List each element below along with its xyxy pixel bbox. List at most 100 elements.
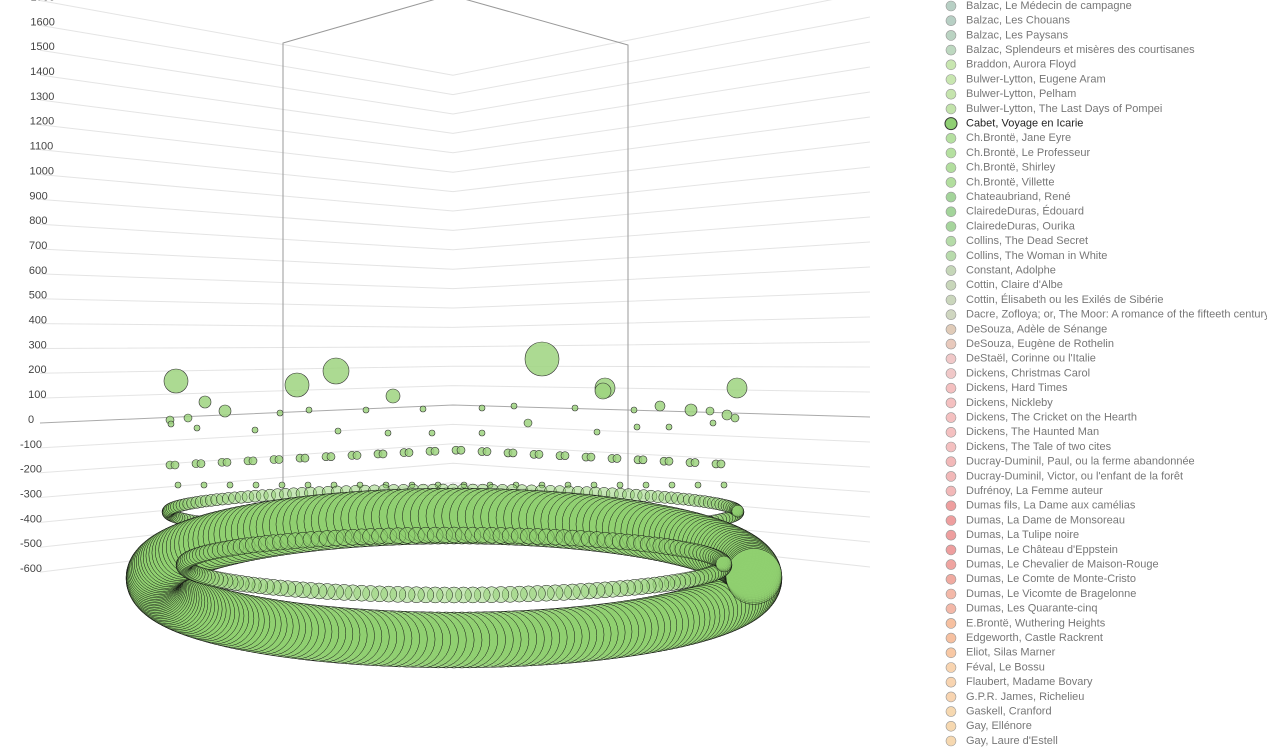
legend-entry[interactable]: Ch.Brontë, Villette bbox=[966, 176, 1054, 188]
legend-entry[interactable]: ClairedeDuras, Édouard bbox=[966, 205, 1084, 218]
legend-marker[interactable] bbox=[945, 353, 957, 365]
legend-marker[interactable] bbox=[945, 441, 957, 453]
legend-entry[interactable]: Gay, Laure d'Estell bbox=[966, 735, 1058, 747]
legend-entry[interactable]: Dickens, The Cricket on the Hearth bbox=[966, 412, 1137, 424]
legend-marker[interactable] bbox=[945, 30, 957, 41]
legend-entry[interactable]: Eliot, Silas Marner bbox=[966, 647, 1056, 659]
legend-marker[interactable] bbox=[945, 279, 957, 291]
legend-marker[interactable] bbox=[945, 515, 957, 526]
legend-entry[interactable]: Collins, The Dead Secret bbox=[966, 235, 1088, 247]
legend-entry[interactable]: Dumas, Le Château d'Eppstein bbox=[966, 544, 1118, 556]
legend-marker[interactable] bbox=[945, 456, 957, 468]
legend-entry[interactable]: Dumas, Le Comte de Monte-Cristo bbox=[966, 573, 1136, 585]
legend-entry[interactable]: E.Brontë, Wuthering Heights bbox=[966, 617, 1106, 629]
legend-marker[interactable] bbox=[945, 309, 957, 321]
legend-marker[interactable] bbox=[945, 15, 957, 27]
legend-entry[interactable]: Balzac, Splendeurs et misères des courti… bbox=[966, 44, 1195, 56]
legend-entry[interactable]: Cabet, Voyage en Icarie bbox=[966, 118, 1083, 130]
legend-marker[interactable] bbox=[945, 691, 957, 703]
legend-marker[interactable] bbox=[945, 544, 957, 556]
legend-marker[interactable] bbox=[945, 294, 957, 306]
legend-entry[interactable]: Féval, Le Bossu bbox=[966, 661, 1045, 673]
legend-entry[interactable]: Balzac, Les Chouans bbox=[966, 15, 1070, 27]
legend-marker[interactable] bbox=[945, 368, 957, 379]
legend-entry[interactable]: Bulwer-Lytton, Eugene Aram bbox=[966, 73, 1106, 85]
legend-entry[interactable]: Balzac, Le Médecin de campagne bbox=[966, 0, 1132, 12]
legend-entry[interactable]: Dickens, The Haunted Man bbox=[966, 426, 1099, 438]
legend-marker[interactable] bbox=[945, 720, 957, 732]
legend-marker[interactable] bbox=[945, 471, 957, 482]
legend-marker[interactable] bbox=[945, 74, 957, 85]
legend-marker[interactable] bbox=[945, 147, 957, 159]
legend-entry[interactable]: DeSouza, Eugène de Rothelin bbox=[966, 338, 1114, 350]
legend-entry[interactable]: Dumas, La Dame de Monsoreau bbox=[966, 514, 1125, 526]
legend-entry[interactable]: Ch.Brontë, Le Professeur bbox=[966, 147, 1090, 159]
legend-entry[interactable]: Dumas, La Tulipe noire bbox=[966, 529, 1079, 541]
legend-marker[interactable] bbox=[944, 117, 958, 131]
legend-marker[interactable] bbox=[945, 485, 957, 497]
legend-marker[interactable] bbox=[945, 382, 957, 394]
legend-marker[interactable] bbox=[945, 397, 957, 409]
legend-entry[interactable]: Chateaubriand, René bbox=[966, 191, 1071, 203]
legend-marker[interactable] bbox=[945, 676, 957, 688]
legend-marker[interactable] bbox=[945, 559, 957, 570]
legend-entry[interactable]: Cottin, Claire d'Albe bbox=[966, 279, 1063, 291]
legend-marker[interactable] bbox=[945, 618, 957, 629]
legend-entry[interactable]: Dumas fils, La Dame aux camélias bbox=[966, 500, 1136, 512]
legend-marker[interactable] bbox=[945, 662, 957, 673]
legend-entry[interactable]: Dufrénoy, La Femme auteur bbox=[966, 485, 1103, 497]
legend-marker[interactable] bbox=[945, 632, 957, 644]
legend-entry[interactable]: Collins, The Woman in White bbox=[966, 250, 1107, 262]
legend-entry[interactable]: Dumas, Le Vicomte de Bragelonne bbox=[966, 588, 1136, 600]
legend-marker[interactable] bbox=[945, 250, 957, 262]
legend-marker[interactable] bbox=[945, 529, 957, 541]
legend-marker[interactable] bbox=[945, 206, 957, 218]
legend-entry[interactable]: Balzac, Les Paysans bbox=[966, 29, 1069, 41]
legend-marker[interactable] bbox=[945, 103, 957, 115]
legend-marker[interactable] bbox=[945, 735, 957, 747]
legend-marker[interactable] bbox=[945, 500, 957, 512]
legend-marker[interactable] bbox=[945, 573, 957, 585]
legend-entry[interactable]: Gaskell, Cranford bbox=[966, 706, 1052, 718]
legend-marker[interactable] bbox=[945, 235, 957, 247]
legend-marker[interactable] bbox=[945, 412, 957, 423]
legend-entry[interactable]: Bulwer-Lytton, Pelham bbox=[966, 88, 1076, 100]
legend-marker[interactable] bbox=[945, 647, 957, 659]
legend-entry[interactable]: Ducray-Duminil, Paul, ou la ferme abando… bbox=[966, 456, 1195, 468]
legend-entry[interactable]: ClairedeDuras, Ourika bbox=[966, 220, 1076, 232]
legend-marker[interactable] bbox=[945, 44, 957, 56]
legend-entry[interactable]: Dacre, Zofloya; or, The Moor: A romance … bbox=[966, 309, 1267, 321]
legend-marker[interactable] bbox=[945, 338, 957, 350]
legend-entry[interactable]: DeSouza, Adèle de Sénange bbox=[966, 323, 1107, 335]
legend-entry[interactable]: Dickens, Nickleby bbox=[966, 397, 1053, 409]
legend-marker[interactable] bbox=[945, 191, 957, 203]
legend-entry[interactable]: Ch.Brontë, Shirley bbox=[966, 162, 1056, 174]
legend-entry[interactable]: DeStaël, Corinne ou l'Italie bbox=[966, 353, 1096, 365]
legend-marker[interactable] bbox=[945, 59, 957, 71]
legend-entry[interactable]: Cottin, Élisabeth ou les Exilés de Sibér… bbox=[966, 293, 1164, 306]
legend-marker[interactable] bbox=[945, 324, 957, 335]
legend-marker[interactable] bbox=[945, 0, 957, 12]
legend-entry[interactable]: Edgeworth, Castle Rackrent bbox=[966, 632, 1103, 644]
legend-entry[interactable]: Ducray-Duminil, Victor, ou l'enfant de l… bbox=[966, 470, 1183, 482]
legend-marker[interactable] bbox=[945, 588, 957, 600]
legend-entry[interactable]: G.P.R. James, Richelieu bbox=[966, 691, 1084, 703]
legend-marker[interactable] bbox=[945, 88, 957, 100]
legend-entry[interactable]: Ch.Brontë, Jane Eyre bbox=[966, 132, 1071, 144]
legend-entry[interactable]: Gay, Ellénore bbox=[966, 720, 1032, 732]
legend-entry[interactable]: Constant, Adolphe bbox=[966, 265, 1056, 277]
legend-entry[interactable]: Dumas, Les Quarante-cinq bbox=[966, 603, 1097, 615]
legend-marker[interactable] bbox=[945, 177, 957, 188]
legend-marker[interactable] bbox=[945, 706, 957, 717]
legend-entry[interactable]: Dumas, Le Chevalier de Maison-Rouge bbox=[966, 559, 1159, 571]
legend-marker[interactable] bbox=[945, 221, 957, 232]
legend-entry[interactable]: Braddon, Aurora Floyd bbox=[966, 59, 1076, 71]
legend-marker[interactable] bbox=[945, 265, 957, 276]
legend-marker[interactable] bbox=[945, 426, 957, 438]
legend-entry[interactable]: Dickens, Hard Times bbox=[966, 382, 1068, 394]
legend[interactable]: Balzac, Le Médecin de campagne Balzac, Le… bbox=[944, 0, 1267, 747]
legend-entry[interactable]: Dickens, Christmas Carol bbox=[966, 367, 1090, 379]
legend-entry[interactable]: Bulwer-Lytton, The Last Days of Pompei bbox=[966, 103, 1162, 115]
legend-marker[interactable] bbox=[945, 133, 957, 144]
legend-entry[interactable]: Flaubert, Madame Bovary bbox=[966, 676, 1093, 688]
